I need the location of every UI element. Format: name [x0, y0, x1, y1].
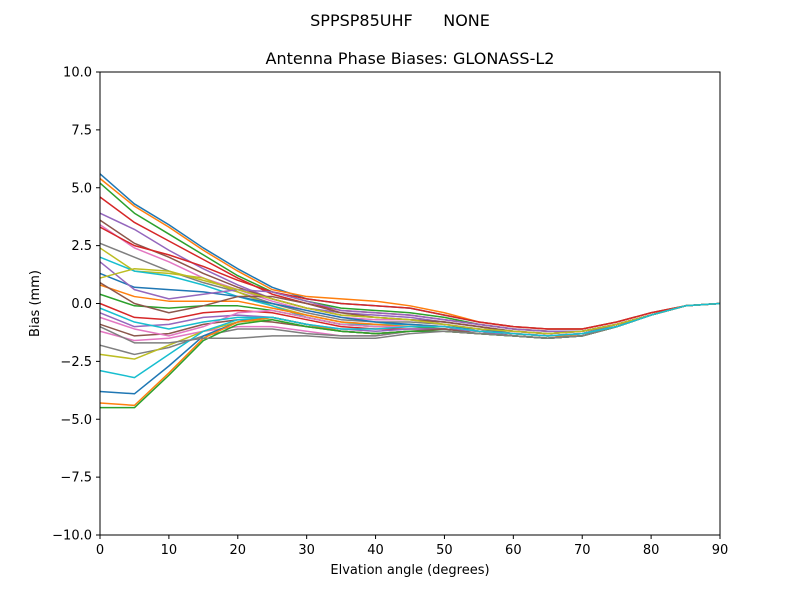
x-tick-label: 60 [505, 543, 522, 558]
y-axis-label: Bias (mm) [28, 270, 43, 337]
x-tick-label: 20 [230, 543, 247, 558]
y-tick-label: −2.5 [60, 355, 92, 370]
x-axis-label: Elvation angle (degrees) [330, 563, 489, 578]
plot-area [100, 72, 720, 535]
y-tick-label: −10.0 [52, 529, 92, 544]
series-layer [99, 173, 721, 409]
x-tick-label: 70 [574, 543, 591, 558]
x-tick-label: 90 [712, 543, 729, 558]
y-tick-label: 5.0 [71, 181, 92, 196]
tick-layer: 0 10 20 30 40 50 60 70 80 90 −10.0 −7.5 −5.0 −2.5 0.0 2… [52, 66, 728, 559]
y-tick-label: 2.5 [71, 239, 92, 254]
y-tick-label: −7.5 [60, 471, 92, 486]
x-tick-label: 40 [367, 543, 384, 558]
y-tick-label: 10.0 [63, 66, 92, 81]
x-tick-label: 0 [96, 543, 104, 558]
y-tick-label: −5.0 [60, 413, 92, 428]
plot-frame [99, 71, 721, 536]
series-line-29 [99, 268, 721, 335]
series-line-30 [99, 302, 721, 337]
y-tick-label: 7.5 [71, 123, 92, 138]
figure-suptitle: SPPSP85UHF NONE [310, 11, 490, 30]
chart-title: Antenna Phase Biases: GLONASS-L2 [266, 49, 555, 68]
x-tick-label: 50 [436, 543, 453, 558]
x-tick-label: 80 [643, 543, 660, 558]
series-line-24 [99, 226, 721, 330]
y-tick-label: 0.0 [71, 297, 92, 312]
x-tick-label: 10 [161, 543, 178, 558]
x-tick-label: 30 [298, 543, 315, 558]
